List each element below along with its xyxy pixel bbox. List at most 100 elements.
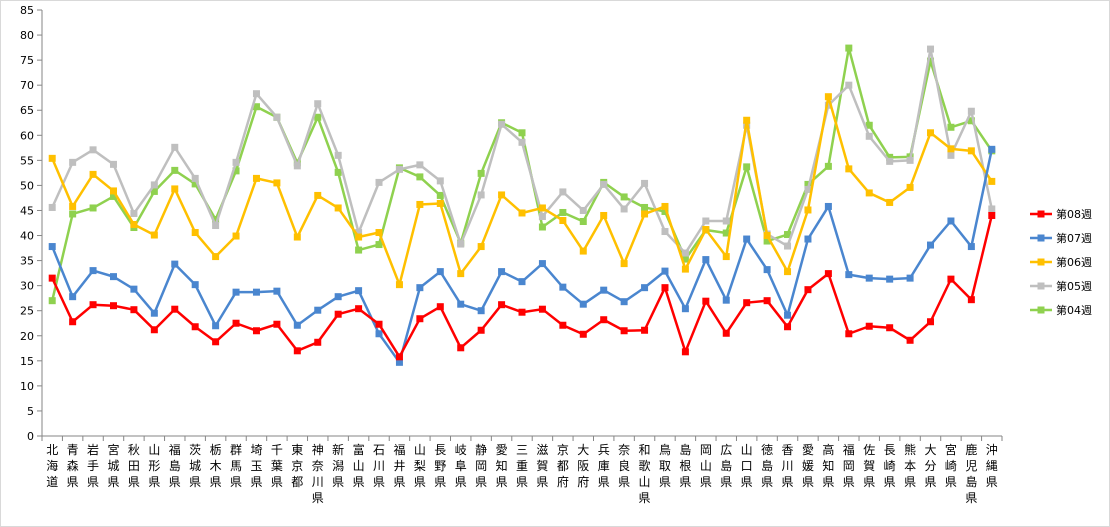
data-point xyxy=(232,167,240,175)
legend-marker xyxy=(1037,258,1045,266)
y-tick-label: 10 xyxy=(20,380,34,393)
data-point xyxy=(48,203,56,211)
data-point xyxy=(334,151,342,159)
x-tick-label: 神奈川県 xyxy=(312,443,324,505)
data-point xyxy=(416,173,424,181)
data-point xyxy=(314,191,322,199)
data-point xyxy=(620,193,628,201)
x-tick-label: 兵庫県 xyxy=(598,443,610,489)
data-point xyxy=(681,265,689,273)
x-tick-label: 福島県 xyxy=(169,442,181,489)
data-point xyxy=(130,221,138,229)
x-tick-label: 奈良県 xyxy=(618,443,630,489)
data-point xyxy=(763,237,771,245)
data-point xyxy=(293,233,301,241)
data-point xyxy=(48,297,56,305)
y-tick-label: 65 xyxy=(20,104,34,117)
data-point xyxy=(477,307,485,315)
data-point xyxy=(191,180,199,188)
legend-marker xyxy=(1037,234,1045,242)
data-point xyxy=(416,200,424,208)
data-point xyxy=(252,90,260,98)
data-point xyxy=(130,285,138,293)
data-point xyxy=(538,305,546,313)
x-tick-label: 福岡県 xyxy=(843,442,855,489)
data-point xyxy=(375,178,383,186)
data-point xyxy=(232,319,240,327)
data-point xyxy=(395,358,403,366)
data-point xyxy=(927,57,935,65)
data-point xyxy=(988,211,996,219)
data-point xyxy=(681,305,689,313)
data-point xyxy=(171,166,179,174)
data-point xyxy=(314,113,322,121)
legend-label: 第05週 xyxy=(1056,279,1092,293)
data-point xyxy=(436,177,444,185)
data-point xyxy=(559,208,567,216)
x-tick-label: 長崎県 xyxy=(884,443,896,489)
data-point xyxy=(967,117,975,125)
y-tick-label: 75 xyxy=(20,54,34,67)
data-point xyxy=(518,138,526,146)
data-point xyxy=(538,204,546,212)
legend-marker xyxy=(1037,210,1045,218)
data-point xyxy=(865,322,873,330)
legend-item: 第04週 xyxy=(1030,303,1092,317)
data-point xyxy=(48,274,56,282)
x-tick-label: 新潟県 xyxy=(332,442,344,489)
data-point xyxy=(334,204,342,212)
data-point xyxy=(314,306,322,314)
legend-label: 第06週 xyxy=(1056,255,1092,269)
data-point xyxy=(620,298,628,306)
data-point xyxy=(69,210,77,218)
legend-marker xyxy=(1037,282,1045,290)
x-tick-label: 秋田県 xyxy=(128,443,140,489)
data-point xyxy=(927,129,935,137)
data-point xyxy=(355,229,363,237)
data-point xyxy=(559,216,567,224)
legend-label: 第07週 xyxy=(1056,231,1092,245)
data-point xyxy=(273,113,281,121)
data-point xyxy=(314,338,322,346)
data-point xyxy=(947,145,955,153)
data-point xyxy=(436,191,444,199)
legend-label: 第04週 xyxy=(1056,303,1092,317)
data-point xyxy=(273,287,281,295)
data-point xyxy=(538,212,546,220)
data-point xyxy=(150,231,158,239)
data-point xyxy=(457,300,465,308)
data-point xyxy=(232,158,240,166)
x-tick-label: 岡山県 xyxy=(700,443,712,489)
data-point xyxy=(171,185,179,193)
data-point xyxy=(865,132,873,140)
data-point xyxy=(722,229,730,237)
data-point xyxy=(273,179,281,187)
data-point xyxy=(436,268,444,276)
data-point xyxy=(171,305,179,313)
x-tick-label: 北海道 xyxy=(46,443,58,489)
x-tick-label: 愛知県 xyxy=(496,443,508,489)
data-point xyxy=(743,235,751,243)
data-point xyxy=(518,278,526,286)
x-tick-label: 山形県 xyxy=(148,443,160,489)
x-tick-label: 栃木県 xyxy=(210,443,222,489)
data-point xyxy=(702,226,710,234)
data-point xyxy=(191,229,199,237)
data-point xyxy=(804,185,812,193)
data-point xyxy=(150,309,158,317)
data-point xyxy=(886,198,894,206)
data-point xyxy=(477,326,485,334)
x-tick-label: 沖縄県 xyxy=(986,443,998,489)
series-2 xyxy=(48,145,996,366)
x-tick-label: 岐阜県 xyxy=(455,443,467,489)
data-point xyxy=(865,274,873,282)
data-point xyxy=(171,143,179,151)
data-point xyxy=(69,293,77,301)
data-point xyxy=(416,284,424,292)
data-point xyxy=(416,315,424,323)
data-point xyxy=(947,151,955,159)
y-tick-label: 20 xyxy=(20,330,34,343)
